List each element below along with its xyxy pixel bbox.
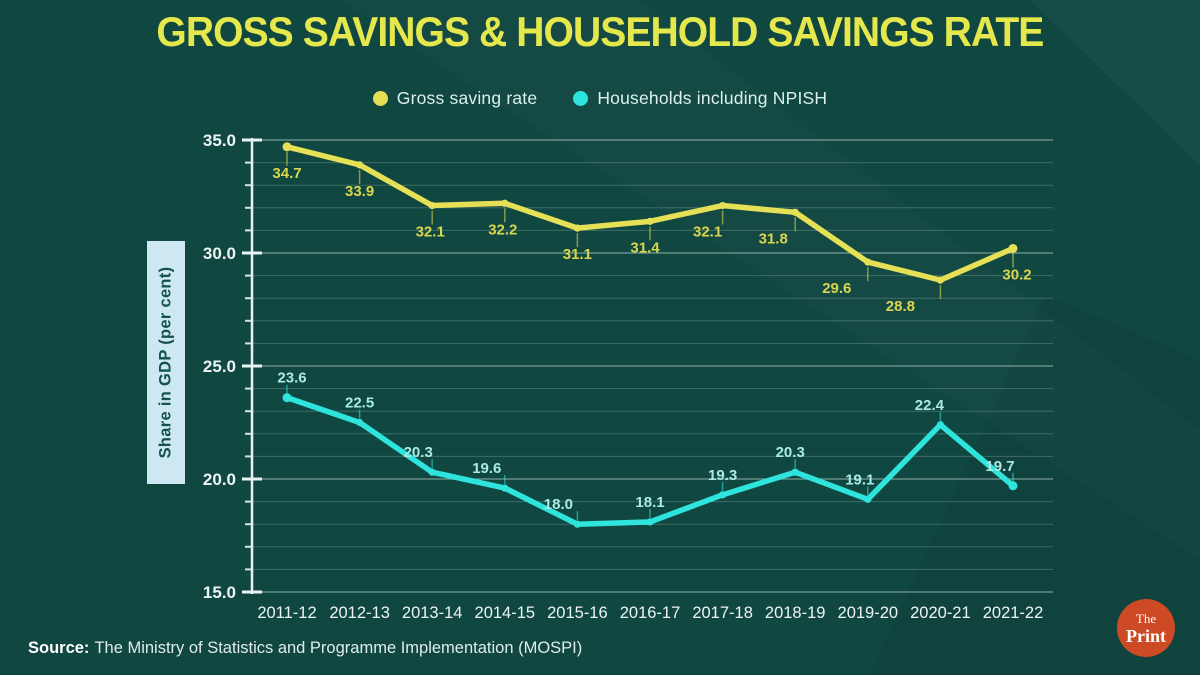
data-value-label-households-including-npish: 22.5 xyxy=(345,395,374,412)
data-value-label-households-including-npish: 23.6 xyxy=(277,370,306,387)
legend-label: Households including NPISH xyxy=(597,87,828,108)
data-point-households-including-npish xyxy=(646,518,654,526)
logo-text-top: The xyxy=(1135,610,1157,626)
x-axis-tick-label: 2013-14 xyxy=(402,604,463,622)
page-title: GROSS SAVINGS & HOUSEHOLD SAVINGS RATE xyxy=(156,8,1044,55)
data-point-households-including-npish xyxy=(719,491,727,499)
data-value-label-gross-saving-rate: 30.2 xyxy=(1002,266,1031,283)
data-point-gross-saving-rate xyxy=(936,276,945,284)
x-axis-tick-label: 2021-22 xyxy=(983,604,1044,622)
data-value-label-households-including-npish: 19.7 xyxy=(985,458,1014,475)
x-axis-tick-label: 2014-15 xyxy=(475,604,536,622)
series-line-gross-saving-rate xyxy=(284,144,1016,283)
y-axis-tick-label: 25.0 xyxy=(203,357,236,376)
x-axis-tick-label: 2015-16 xyxy=(547,604,608,622)
y-axis-title-box: Share in GDP (per cent) xyxy=(147,241,185,484)
data-point-households-including-npish xyxy=(864,495,872,503)
y-axis-tick-label: 35.0 xyxy=(203,131,236,150)
data-point-households-including-npish xyxy=(282,393,292,403)
y-axis-tick-label: 30.0 xyxy=(203,244,236,263)
data-value-label-gross-saving-rate: 32.2 xyxy=(488,221,517,238)
legend-dot-icon xyxy=(573,90,589,106)
data-point-gross-saving-rate xyxy=(501,199,509,207)
data-value-label-gross-saving-rate: 33.9 xyxy=(345,183,374,200)
data-point-households-including-npish xyxy=(356,418,364,427)
data-value-label-gross-saving-rate: 34.7 xyxy=(272,165,301,182)
data-point-gross-saving-rate xyxy=(719,201,727,210)
data-point-gross-saving-rate xyxy=(282,142,292,152)
data-value-label-households-including-npish: 22.4 xyxy=(915,397,945,414)
data-point-gross-saving-rate xyxy=(1008,243,1018,253)
legend-item-households-npish: Households including NPISH xyxy=(573,88,827,109)
legend-label: Gross saving rate xyxy=(396,87,538,108)
x-axis-tick-label: 2016-17 xyxy=(620,604,681,622)
data-point-gross-saving-rate xyxy=(864,258,872,266)
data-value-label-households-including-npish: 20.3 xyxy=(776,444,805,461)
data-value-label-gross-saving-rate: 32.1 xyxy=(416,224,445,241)
data-value-label-households-including-npish: 18.0 xyxy=(544,496,573,513)
data-value-label-gross-saving-rate: 32.1 xyxy=(693,224,722,241)
x-axis-tick-label: 2011-12 xyxy=(257,604,316,622)
data-value-label-gross-saving-rate: 31.1 xyxy=(563,246,592,263)
source-label: Source: xyxy=(28,639,90,657)
chart-header: GROSS SAVINGS & HOUSEHOLD SAVINGS RATE xyxy=(0,8,1200,56)
x-axis-tick-label: 2020-21 xyxy=(910,604,971,622)
x-axis-tick-label: 2018-19 xyxy=(765,604,826,622)
data-point-households-including-npish xyxy=(501,484,509,492)
legend-item-gross-saving-rate: Gross saving rate xyxy=(372,87,538,109)
data-point-households-including-npish xyxy=(1008,481,1018,491)
watermark-shape xyxy=(870,295,1200,675)
logo-text-bottom: Print xyxy=(1126,625,1166,646)
x-axis-tick-label: 2012-13 xyxy=(329,604,390,622)
x-axis-tick-label: 2019-20 xyxy=(838,604,899,622)
x-axis-tick-label: 2017-18 xyxy=(692,604,753,622)
y-axis-tick-label: 15.0 xyxy=(203,583,236,602)
chart-legend: Gross saving rate Households including N… xyxy=(0,85,1200,111)
data-point-gross-saving-rate xyxy=(791,208,799,216)
data-point-households-including-npish xyxy=(428,468,436,476)
data-value-label-households-including-npish: 20.3 xyxy=(404,444,433,461)
data-value-label-gross-saving-rate: 28.8 xyxy=(886,298,915,315)
data-point-gross-saving-rate xyxy=(646,217,654,225)
data-value-label-households-including-npish: 19.6 xyxy=(472,460,501,477)
data-point-households-including-npish xyxy=(573,520,582,528)
source-text: The Ministry of Statistics and Programme… xyxy=(94,639,583,657)
data-point-gross-saving-rate xyxy=(428,201,436,210)
data-value-label-gross-saving-rate: 31.8 xyxy=(759,230,788,247)
data-point-gross-saving-rate xyxy=(356,161,364,169)
source-note: Source: The Ministry of Statistics and Pr… xyxy=(28,639,582,658)
data-value-label-households-including-npish: 19.1 xyxy=(845,471,874,488)
data-point-households-including-npish xyxy=(791,468,799,476)
y-axis-tick-label: 20.0 xyxy=(203,470,236,489)
data-point-households-including-npish xyxy=(936,421,945,429)
data-value-label-gross-saving-rate: 31.4 xyxy=(630,239,660,256)
data-value-label-households-including-npish: 18.1 xyxy=(635,494,664,511)
data-value-label-gross-saving-rate: 29.6 xyxy=(822,280,851,297)
legend-dot-icon xyxy=(372,90,388,106)
data-value-label-households-including-npish: 19.3 xyxy=(708,467,737,484)
theprint-logo: The Print xyxy=(1117,599,1175,657)
data-point-gross-saving-rate xyxy=(573,224,582,232)
